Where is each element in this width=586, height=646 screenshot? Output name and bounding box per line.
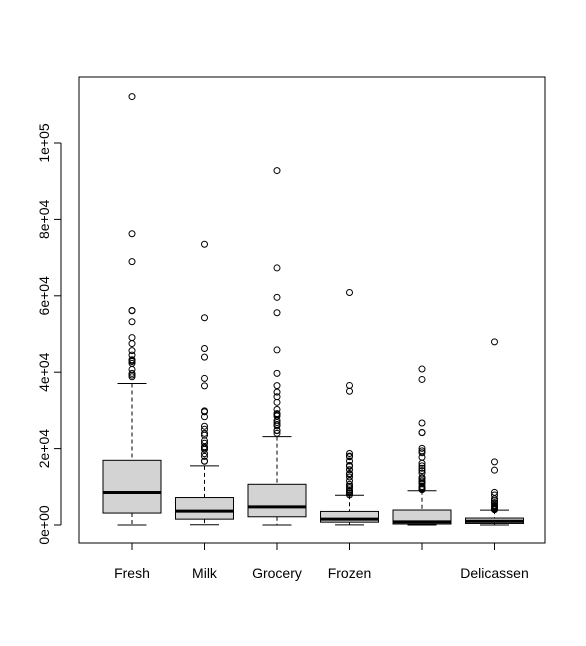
outlier-point — [273, 369, 281, 377]
outlier-point — [128, 358, 136, 366]
outlier-point — [418, 449, 426, 457]
outlier-point — [418, 462, 426, 470]
x-axis: Fresh Milk Grocery Frozen Delicassen — [114, 542, 529, 581]
outlier-point — [418, 365, 426, 373]
box-iqr — [102, 459, 162, 514]
outlier-point — [418, 429, 426, 437]
outlier-point — [418, 486, 426, 494]
outlier-point — [346, 484, 353, 492]
outlier-point — [418, 459, 426, 467]
outlier-point — [346, 381, 353, 389]
y-axis: 0e+00 2e+04 4e+04 6e+04 8e+04 1e+05 — [36, 123, 62, 545]
outlier-point — [128, 258, 136, 266]
outlier-point — [346, 387, 353, 395]
outlier-point — [346, 450, 353, 458]
outlier-point — [128, 318, 136, 326]
box-iqr — [320, 510, 379, 523]
outlier-point — [346, 473, 353, 481]
outlier-point — [273, 346, 281, 354]
outlier-point — [418, 464, 426, 472]
outlier-point — [273, 416, 281, 424]
outlier-point — [128, 347, 136, 355]
outlier-point — [273, 429, 281, 437]
x-tick-label: Delicassen — [460, 565, 528, 581]
y-tick-label: 0e+00 — [36, 505, 52, 545]
outlier-point — [346, 491, 353, 499]
outlier-point — [201, 240, 208, 248]
outlier-point — [418, 375, 426, 383]
outlier-point — [273, 422, 281, 430]
box-frozen — [320, 288, 379, 526]
outlier-point — [273, 398, 281, 406]
outlier-point — [273, 418, 281, 426]
outlier-point — [346, 466, 353, 474]
x-tick-label: Grocery — [252, 565, 302, 581]
outlier-point — [273, 167, 281, 175]
outlier-point — [273, 309, 281, 317]
outlier-point — [273, 405, 281, 413]
box-fresh — [102, 93, 162, 526]
outlier-point — [346, 453, 353, 461]
outlier-point — [418, 444, 426, 452]
outlier-point — [128, 373, 136, 381]
outlier-point — [418, 453, 426, 461]
outlier-point — [418, 467, 426, 475]
x-tick-label: Fresh — [114, 565, 150, 581]
box-iqr — [175, 497, 234, 520]
box-delicassen — [465, 338, 524, 526]
x-tick-label: Milk — [192, 565, 218, 581]
outlier-point — [201, 450, 208, 458]
outlier-point — [346, 457, 353, 465]
box-milk — [175, 240, 234, 526]
outlier-point — [128, 93, 136, 101]
outlier-point — [491, 458, 498, 466]
outlier-point — [201, 374, 208, 382]
box-unlabeled — [392, 365, 452, 526]
outlier-point — [201, 353, 208, 361]
outlier-point — [418, 419, 426, 427]
outlier-point — [201, 422, 208, 430]
outlier-point — [201, 413, 208, 421]
outlier-point — [491, 495, 498, 503]
y-tick-label: 4e+04 — [36, 352, 52, 392]
outlier-point — [201, 445, 208, 453]
outlier-point — [346, 477, 353, 485]
box-iqr — [247, 483, 307, 518]
box-grocery — [247, 167, 307, 526]
y-tick-label: 1e+05 — [36, 123, 52, 163]
outlier-point — [201, 408, 208, 416]
y-tick-label: 8e+04 — [36, 200, 52, 240]
outlier-point — [128, 340, 136, 348]
outlier-point — [201, 457, 208, 465]
outlier-point — [128, 230, 136, 238]
outlier-point — [491, 506, 498, 514]
x-tick-label: Frozen — [328, 565, 372, 581]
outlier-point — [273, 264, 281, 272]
outlier-point — [491, 338, 498, 346]
outlier-point — [491, 466, 498, 474]
outlier-point — [201, 452, 208, 460]
outlier-point — [273, 382, 281, 390]
outlier-point — [273, 388, 281, 396]
y-tick-label: 6e+04 — [36, 276, 52, 316]
outlier-point — [273, 426, 281, 434]
boxes-group — [102, 93, 524, 526]
y-tick-label: 2e+04 — [36, 429, 52, 469]
outlier-point — [201, 345, 208, 353]
outlier-point — [346, 288, 353, 296]
outlier-point — [346, 462, 353, 470]
outlier-point — [201, 382, 208, 390]
outlier-point — [201, 314, 208, 322]
outlier-point — [128, 334, 136, 342]
outlier-point — [128, 307, 136, 315]
outlier-point — [273, 293, 281, 301]
